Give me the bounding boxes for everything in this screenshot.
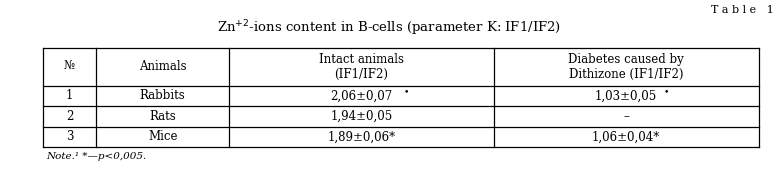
Text: •: • — [664, 87, 669, 96]
Text: –: – — [623, 110, 629, 123]
Text: •: • — [404, 87, 409, 96]
Text: №: № — [64, 60, 75, 73]
Text: 2: 2 — [66, 110, 73, 123]
Text: Note.¹ *—p<0,005.: Note.¹ *—p<0,005. — [47, 152, 147, 161]
Text: Animals: Animals — [138, 60, 187, 73]
Text: 1: 1 — [66, 89, 73, 102]
Text: Diabetes caused by
Dithizone (IF1/IF2): Diabetes caused by Dithizone (IF1/IF2) — [568, 53, 684, 81]
Text: 1,89±0,06*: 1,89±0,06* — [328, 130, 395, 143]
Text: 1,06±0,04*: 1,06±0,04* — [592, 130, 661, 143]
Text: Rabbits: Rabbits — [140, 89, 186, 102]
Text: 2,06±0,07: 2,06±0,07 — [330, 89, 392, 102]
Text: T a b l e   1: T a b l e 1 — [711, 5, 774, 15]
Text: Zn$^{+2}$-ions content in B-cells (parameter K: IF1/IF2): Zn$^{+2}$-ions content in B-cells (param… — [217, 18, 561, 38]
Text: 1,94±0,05: 1,94±0,05 — [330, 110, 392, 123]
Text: Intact animals
(IF1/IF2): Intact animals (IF1/IF2) — [319, 53, 404, 81]
Text: Rats: Rats — [149, 110, 176, 123]
Text: 3: 3 — [66, 130, 73, 143]
Text: 1,03±0,05: 1,03±0,05 — [595, 89, 657, 102]
Text: Mice: Mice — [148, 130, 177, 143]
